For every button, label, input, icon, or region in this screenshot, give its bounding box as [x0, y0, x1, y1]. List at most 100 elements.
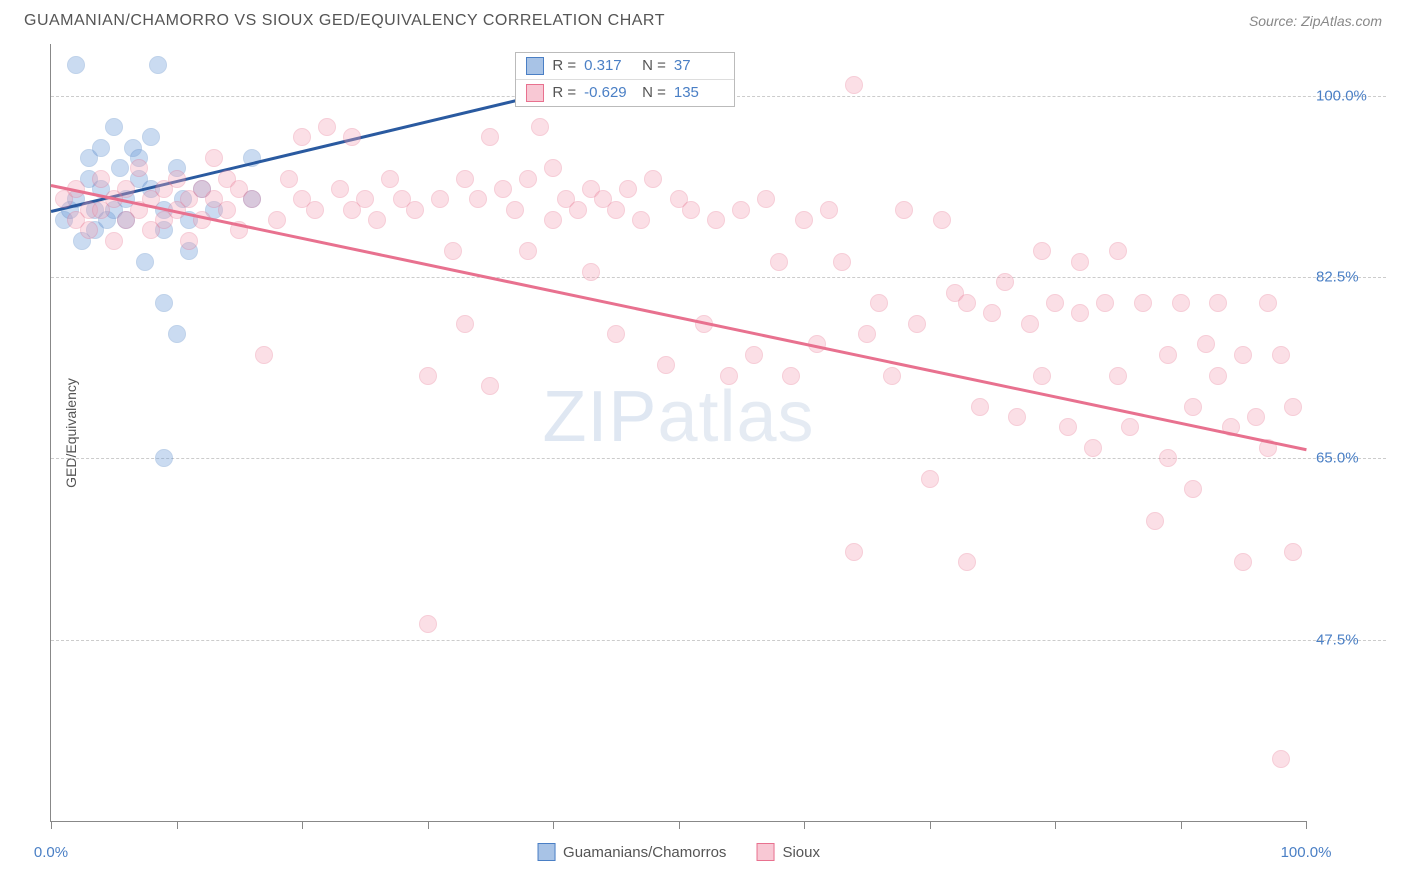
data-point: [958, 294, 976, 312]
data-point: [243, 190, 261, 208]
data-point: [318, 118, 336, 136]
data-point: [519, 242, 537, 260]
data-point: [1234, 553, 1252, 571]
gridline-h: [51, 458, 1386, 459]
data-point: [1209, 294, 1227, 312]
data-point: [933, 211, 951, 229]
gridline-h: [51, 277, 1386, 278]
trend-line: [51, 184, 1307, 451]
stats-n-value: 135: [674, 84, 724, 101]
data-point: [1284, 398, 1302, 416]
legend-label: Guamanians/Chamorros: [563, 844, 726, 861]
x-tick: [1055, 821, 1056, 829]
data-point: [218, 201, 236, 219]
stats-r-label: R =: [552, 84, 576, 101]
chart-legend: Guamanians/Chamorros Sioux: [537, 843, 820, 861]
data-point: [1134, 294, 1152, 312]
data-point: [619, 180, 637, 198]
data-point: [149, 56, 167, 74]
y-tick-label: 100.0%: [1316, 87, 1396, 104]
data-point: [895, 201, 913, 219]
legend-label: Sioux: [782, 844, 820, 861]
data-point: [544, 159, 562, 177]
data-point: [419, 615, 437, 633]
data-point: [996, 273, 1014, 291]
data-point: [494, 180, 512, 198]
data-point: [644, 170, 662, 188]
data-point: [921, 470, 939, 488]
data-point: [1109, 242, 1127, 260]
data-point: [1159, 346, 1177, 364]
data-point: [1146, 512, 1164, 530]
data-point: [506, 201, 524, 219]
stats-r-label: R =: [552, 57, 576, 74]
data-point: [142, 128, 160, 146]
data-point: [117, 180, 135, 198]
y-axis-title: GED/Equivalency: [63, 378, 79, 488]
data-point: [1121, 418, 1139, 436]
watermark: ZIPatlas: [542, 376, 814, 458]
data-point: [732, 201, 750, 219]
data-point: [1209, 367, 1227, 385]
stats-row: R =-0.629N =135: [516, 79, 734, 106]
data-point: [531, 118, 549, 136]
data-point: [343, 128, 361, 146]
data-point: [105, 118, 123, 136]
stats-n-label: N =: [642, 57, 666, 74]
scatter-chart: ZIPatlas GED/Equivalency Guamanians/Cham…: [50, 44, 1306, 822]
data-point: [1033, 367, 1051, 385]
data-point: [1159, 449, 1177, 467]
data-point: [971, 398, 989, 416]
data-point: [406, 201, 424, 219]
data-point: [67, 56, 85, 74]
data-point: [419, 367, 437, 385]
data-point: [820, 201, 838, 219]
x-tick: [804, 821, 805, 829]
stats-box: R =0.317N =37R =-0.629N =135: [515, 52, 735, 107]
data-point: [908, 315, 926, 333]
data-point: [1071, 253, 1089, 271]
data-point: [356, 190, 374, 208]
data-point: [1197, 335, 1215, 353]
data-point: [958, 553, 976, 571]
data-point: [92, 170, 110, 188]
data-point: [845, 76, 863, 94]
data-point: [582, 263, 600, 281]
x-tick: [1181, 821, 1182, 829]
data-point: [770, 253, 788, 271]
data-point: [1046, 294, 1064, 312]
data-point: [858, 325, 876, 343]
x-tick-label: 0.0%: [34, 844, 68, 861]
data-point: [456, 170, 474, 188]
data-point: [782, 367, 800, 385]
data-point: [1184, 398, 1202, 416]
data-point: [456, 315, 474, 333]
data-point: [111, 159, 129, 177]
data-point: [544, 211, 562, 229]
chart-title: GUAMANIAN/CHAMORRO VS SIOUX GED/EQUIVALE…: [24, 12, 665, 30]
data-point: [444, 242, 462, 260]
x-tick-label: 100.0%: [1281, 844, 1332, 861]
data-point: [607, 325, 625, 343]
data-point: [1008, 408, 1026, 426]
data-point: [1071, 304, 1089, 322]
data-point: [1284, 543, 1302, 561]
x-tick: [930, 821, 931, 829]
data-point: [180, 232, 198, 250]
stats-swatch: [526, 84, 544, 102]
stats-n-value: 37: [674, 57, 724, 74]
data-point: [431, 190, 449, 208]
data-point: [1184, 480, 1202, 498]
data-point: [368, 211, 386, 229]
data-point: [569, 201, 587, 219]
gridline-h: [51, 640, 1386, 641]
data-point: [757, 190, 775, 208]
x-tick: [428, 821, 429, 829]
data-point: [105, 232, 123, 250]
data-point: [136, 253, 154, 271]
data-point: [632, 211, 650, 229]
data-point: [280, 170, 298, 188]
data-point: [130, 159, 148, 177]
data-point: [255, 346, 273, 364]
chart-header: GUAMANIAN/CHAMORRO VS SIOUX GED/EQUIVALE…: [0, 0, 1406, 38]
